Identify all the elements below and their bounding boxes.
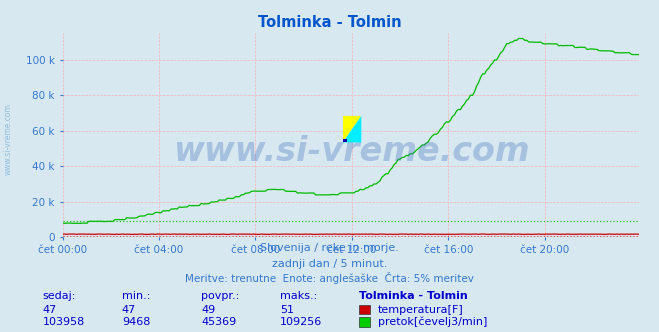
Text: Tolminka - Tolmin: Tolminka - Tolmin xyxy=(258,15,401,30)
Text: min.:: min.: xyxy=(122,291,150,301)
Text: www.si-vreme.com: www.si-vreme.com xyxy=(3,104,13,175)
Text: 45369: 45369 xyxy=(201,317,236,327)
Text: 103958: 103958 xyxy=(43,317,85,327)
Text: Meritve: trenutne  Enote: anglešaške  Črta: 5% meritev: Meritve: trenutne Enote: anglešaške Črta… xyxy=(185,272,474,284)
Text: Tolminka - Tolmin: Tolminka - Tolmin xyxy=(359,291,468,301)
Text: 49: 49 xyxy=(201,305,215,315)
Text: 109256: 109256 xyxy=(280,317,322,327)
Text: 47: 47 xyxy=(43,305,57,315)
Text: povpr.:: povpr.: xyxy=(201,291,239,301)
Text: www.si-vreme.com: www.si-vreme.com xyxy=(173,135,529,168)
FancyBboxPatch shape xyxy=(343,139,347,142)
Text: maks.:: maks.: xyxy=(280,291,318,301)
Text: sedaj:: sedaj: xyxy=(43,291,76,301)
Text: 47: 47 xyxy=(122,305,136,315)
Text: pretok[čevelj3/min]: pretok[čevelj3/min] xyxy=(378,317,487,327)
Polygon shape xyxy=(343,116,361,142)
Text: 51: 51 xyxy=(280,305,294,315)
Text: 9468: 9468 xyxy=(122,317,150,327)
Text: temperatura[F]: temperatura[F] xyxy=(378,305,463,315)
Text: zadnji dan / 5 minut.: zadnji dan / 5 minut. xyxy=(272,259,387,269)
Polygon shape xyxy=(343,116,361,142)
Text: Slovenija / reke in morje.: Slovenija / reke in morje. xyxy=(260,243,399,253)
